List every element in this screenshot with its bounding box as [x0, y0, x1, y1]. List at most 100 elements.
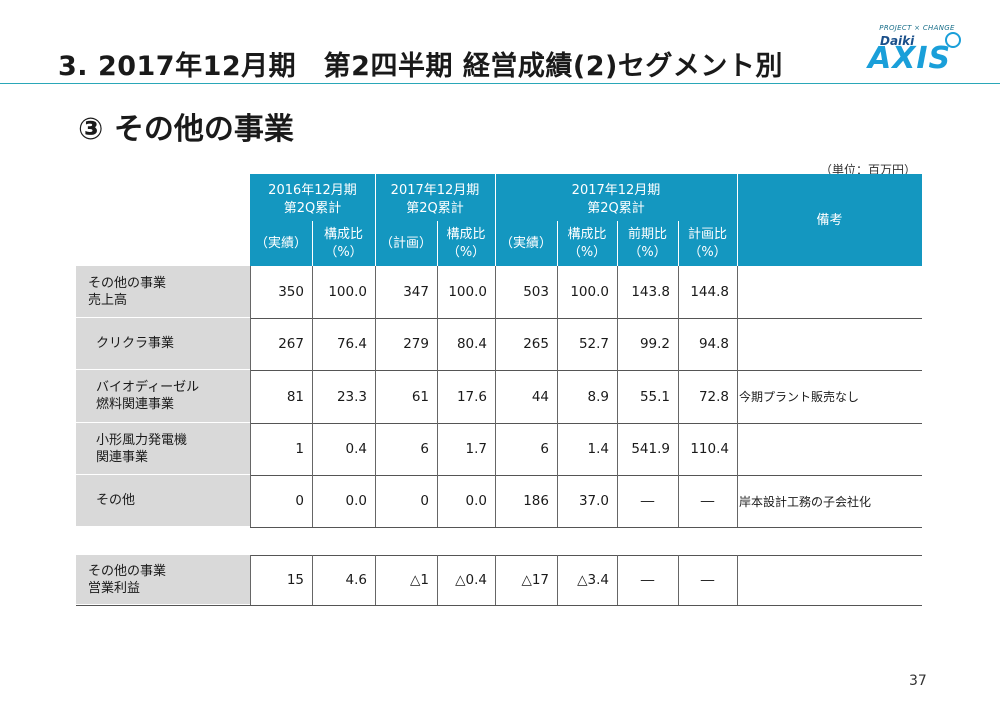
table-cell: 76.4	[336, 336, 367, 352]
table-cell: △0.4	[455, 572, 487, 588]
table-cell: 100.0	[570, 284, 609, 300]
header-divider	[617, 221, 618, 266]
cell-line: （%）	[324, 244, 363, 260]
column-divider	[737, 555, 738, 605]
company-logo: PROJECT × CHANGE Daiki AXIS	[862, 24, 972, 80]
table-cell: 1.4	[587, 441, 609, 457]
table-cell: 44	[531, 388, 549, 405]
logo-brand-small: Daiki	[880, 34, 915, 48]
cell-line: その他の事業	[88, 563, 167, 579]
table-cell: 4.6	[345, 572, 367, 588]
logo-brand-large: AXIS	[868, 41, 952, 76]
table-cell: 23.3	[336, 388, 367, 405]
table-cell: 61	[411, 388, 429, 405]
table-cell: 265	[523, 336, 549, 352]
table-cell: 347	[403, 284, 429, 300]
column-group-header: 2017年12月期 第2Q累計	[375, 174, 495, 221]
row-divider	[250, 423, 922, 424]
table-cell: 0.4	[345, 441, 367, 457]
header-divider	[557, 221, 558, 266]
table-cell: 81	[286, 388, 304, 405]
column-group-header: 2016年12月期 第2Q累計	[250, 174, 375, 221]
cell-line: 前期比	[627, 226, 667, 242]
table-cell: 143.8	[631, 284, 670, 300]
column-divider-light	[678, 555, 679, 605]
cell-line: その他の事業	[88, 275, 167, 291]
cell-line: クリクラ事業	[96, 336, 175, 351]
cell-line: バイオディーゼル	[96, 380, 200, 395]
table-cell: 17.6	[456, 388, 487, 405]
cell-line: （実績）	[254, 235, 307, 251]
table-cell: 100.0	[328, 284, 367, 300]
cell-line: 営業利益	[88, 580, 141, 596]
table-cell: ―	[700, 493, 715, 509]
cell-line: 構成比	[567, 226, 607, 242]
table-cell: 144.8	[690, 284, 729, 300]
table-cell: 1.7	[465, 441, 487, 457]
logo-ring-icon	[945, 32, 961, 48]
page-number: 37	[909, 673, 927, 689]
column-divider-light	[557, 266, 558, 527]
table-cell: 72.8	[698, 388, 729, 405]
table-cell: △17	[521, 572, 549, 588]
table-cell: 0	[420, 493, 429, 509]
table-cell: 15	[286, 572, 304, 588]
cell-line: 構成比	[323, 226, 363, 242]
column-group-header: 2017年12月期 第2Q累計	[495, 174, 737, 221]
remark-cell: 岸本設計工務の子会社化	[739, 494, 872, 509]
column-subheader: 構成比 （%）	[312, 221, 375, 266]
table-bottom-border	[76, 605, 922, 606]
table-cell: 52.7	[578, 336, 609, 352]
cell-line: （%）	[446, 244, 486, 260]
row-label: その他	[76, 475, 250, 527]
cell-line: 第2Q累計	[587, 201, 645, 216]
remark-cell: 今期プラント販売なし	[739, 390, 860, 404]
table-cell: 80.4	[456, 336, 487, 352]
header-divider	[678, 221, 679, 266]
table-cell: 6	[420, 441, 429, 457]
table-cell: 0.0	[345, 493, 367, 509]
table-cell: 503	[523, 284, 549, 300]
table-cell: ―	[700, 572, 715, 588]
column-divider	[250, 266, 251, 527]
page-title: 3. 2017年12月期 第2四半期 経営成績(2)セグメント別	[58, 51, 783, 82]
logo-tagline: PROJECT × CHANGE	[879, 24, 955, 32]
section-subtitle: ③ その他の事業	[78, 112, 294, 147]
table-cell: 99.2	[639, 336, 670, 352]
title-underline	[0, 83, 1000, 84]
column-subheader: （計画）	[375, 221, 437, 266]
cell-line: 2017年12月期	[571, 183, 661, 198]
column-divider	[495, 266, 496, 527]
column-divider-light	[678, 266, 679, 527]
column-divider-light	[617, 555, 618, 605]
row-divider	[250, 370, 922, 371]
table-cell: ―	[640, 572, 655, 588]
cell-line: 第2Q累計	[283, 201, 342, 216]
column-subheader: 前期比 （%）	[617, 221, 678, 266]
table-cell: 37.0	[578, 493, 609, 509]
cell-line: 第2Q累計	[406, 201, 464, 216]
cell-line: 計画比	[687, 226, 727, 242]
column-divider-light	[312, 555, 313, 605]
header-divider	[312, 221, 313, 266]
column-divider-light	[437, 555, 438, 605]
table-cell: 6	[540, 441, 549, 457]
cell-line: （%）	[567, 244, 607, 260]
column-subheader: （実績）	[495, 221, 557, 266]
profit-top-border	[250, 555, 922, 556]
cell-line: 備考	[816, 213, 843, 228]
column-divider-light	[312, 266, 313, 527]
remarks-header: 備考	[737, 174, 922, 266]
row-divider	[250, 527, 922, 528]
table-cell: 8.9	[587, 388, 609, 405]
table-cell: △1	[410, 572, 429, 588]
cell-line: （計画）	[379, 235, 432, 251]
column-subheader: 構成比 （%）	[437, 221, 495, 266]
row-label: バイオディーゼル 燃料関連事業	[76, 370, 250, 423]
row-label: その他の事業 営業利益	[76, 555, 250, 605]
cell-line: 2016年12月期	[268, 183, 357, 198]
remark-cell	[737, 423, 922, 475]
row-label: 小形風力発電機 関連事業	[76, 423, 250, 475]
cell-line: （実績）	[499, 235, 552, 251]
